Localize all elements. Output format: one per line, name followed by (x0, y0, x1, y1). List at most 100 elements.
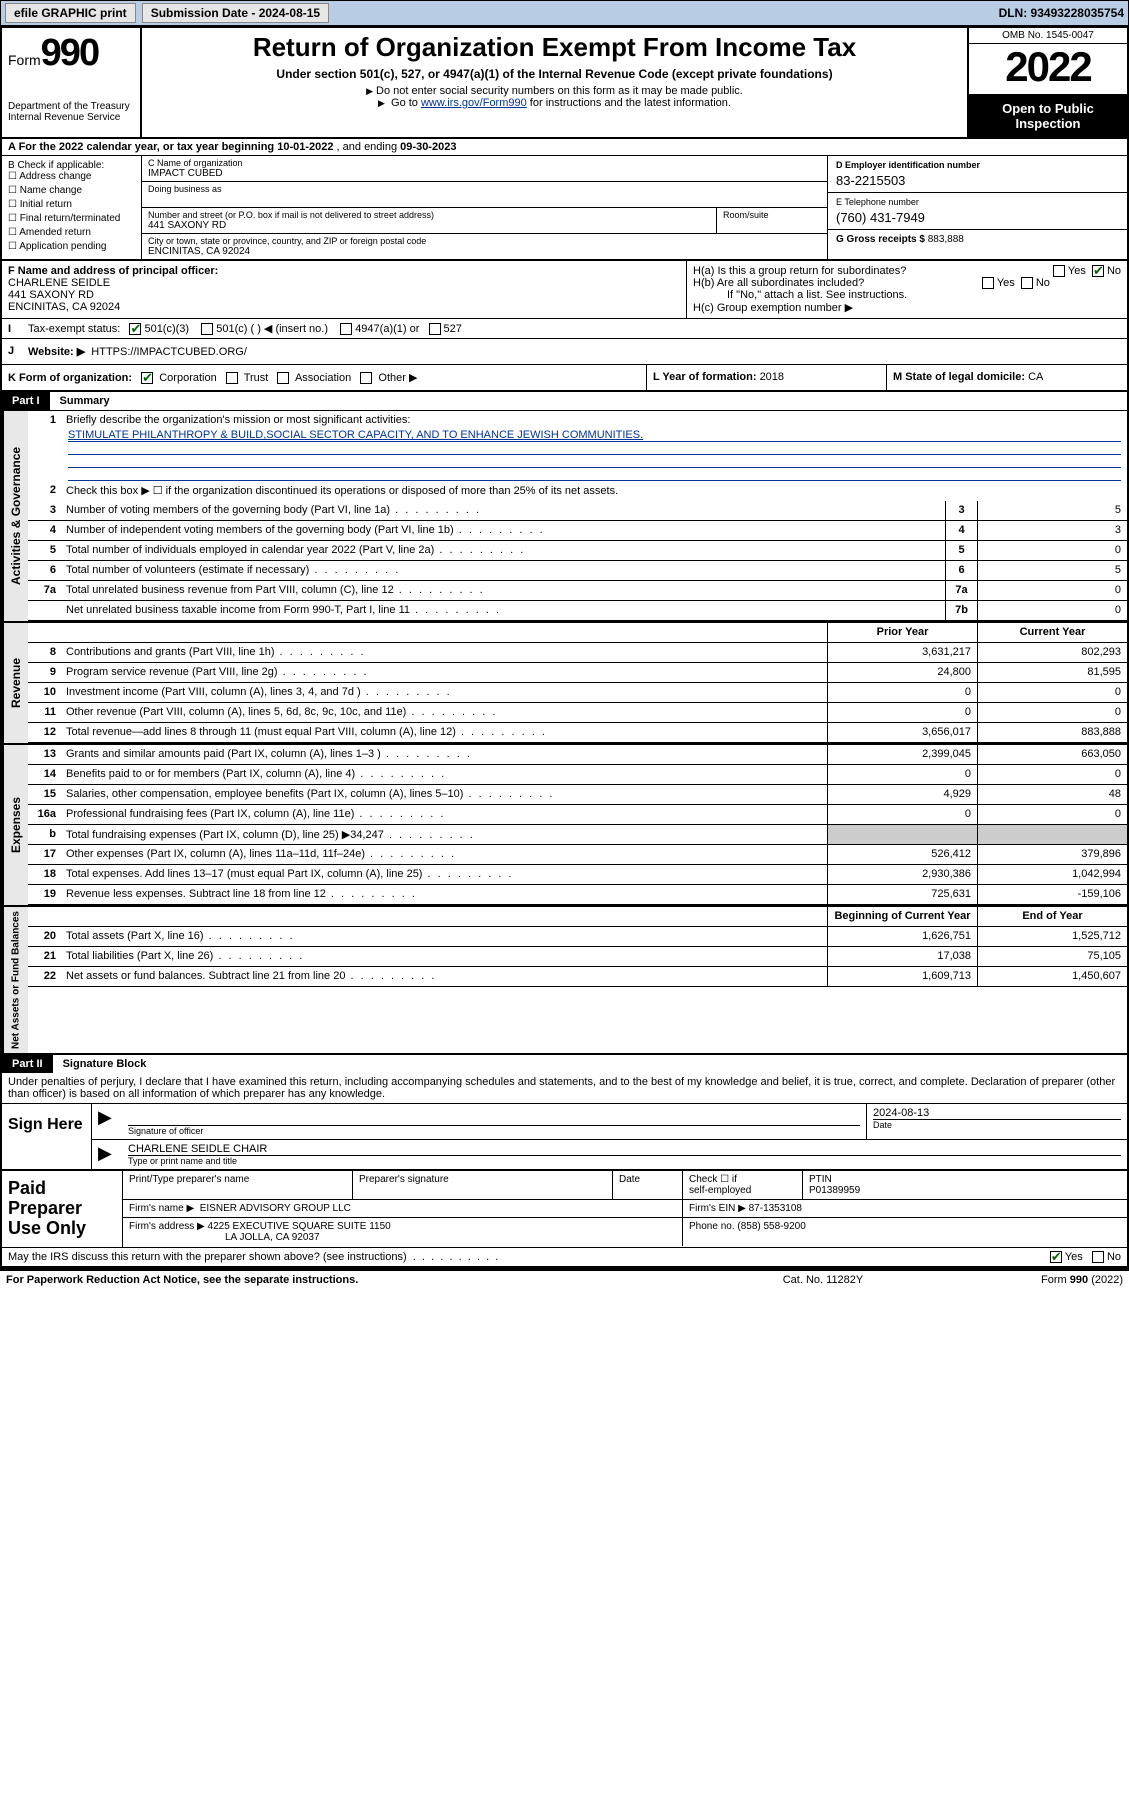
summary-row: 11Other revenue (Part VIII, column (A), … (28, 703, 1127, 723)
cb-address-change[interactable]: ☐ Address change (8, 171, 135, 182)
firm-ein-label: Firm's EIN ▶ (689, 1203, 749, 1214)
firm-name-label: Firm's name ▶ (129, 1203, 194, 1214)
dept-treasury: Department of the Treasury (8, 101, 134, 112)
cb-amended-return[interactable]: ☐ Amended return (8, 227, 135, 238)
section-expenses: Expenses 13Grants and similar amounts pa… (2, 743, 1127, 905)
hdr-end: End of Year (977, 907, 1127, 926)
summary-row: 18Total expenses. Add lines 13–17 (must … (28, 865, 1127, 885)
sig-date: 2024-08-13 (873, 1107, 1121, 1119)
rowa-end: 09-30-2023 (400, 141, 456, 153)
note-goto: Go to www.irs.gov/Form990 for instructio… (148, 97, 961, 109)
addr-label: Number and street (or P.O. box if mail i… (148, 210, 710, 220)
room-label: Room/suite (723, 210, 821, 220)
summary-row: 12Total revenue—add lines 8 through 11 (… (28, 723, 1127, 743)
firm-ein: 87-1353108 (749, 1203, 802, 1214)
ha-label: H(a) Is this a group return for subordin… (693, 265, 906, 277)
header-left: Form990 Department of the Treasury Inter… (2, 28, 142, 137)
form-word: Form (8, 52, 41, 68)
i-527[interactable] (429, 323, 441, 335)
mission-text[interactable]: STIMULATE PHILANTHROPY & BUILD,SOCIAL SE… (68, 429, 643, 441)
ptin-label: PTIN (809, 1174, 832, 1185)
i-4947[interactable] (340, 323, 352, 335)
summary-row: 9Program service revenue (Part VIII, lin… (28, 663, 1127, 683)
section-revenue: Revenue Prior Year Current Year 8Contrib… (2, 621, 1127, 743)
k-other[interactable] (360, 372, 372, 384)
i-501c[interactable] (201, 323, 213, 335)
header-middle: Return of Organization Exempt From Incom… (142, 28, 967, 137)
paid-preparer-label: Paid Preparer Use Only (2, 1171, 122, 1246)
cb-final-return[interactable]: ☐ Final return/terminated (8, 213, 135, 224)
hb-yes[interactable] (982, 277, 994, 289)
i-label: Tax-exempt status: (28, 323, 120, 335)
cb-app-pending[interactable]: ☐ Application pending (8, 241, 135, 252)
irs-link[interactable]: www.irs.gov/Form990 (421, 97, 527, 109)
ha-yes[interactable] (1053, 265, 1065, 277)
summary-row: 8Contributions and grants (Part VIII, li… (28, 643, 1127, 663)
efile-print-button[interactable]: efile GRAPHIC print (5, 3, 136, 23)
paid-preparer-table: Paid Preparer Use Only Print/Type prepar… (2, 1169, 1127, 1247)
col-deg: D Employer identification number 83-2215… (827, 156, 1127, 259)
officer-name-title: CHARLENE SEIDLE CHAIR (128, 1143, 1121, 1155)
rowa-begin: 10-01-2022 (277, 141, 333, 153)
summary-row: 7aTotal unrelated business revenue from … (28, 581, 1127, 601)
row-j: J Website: ▶ HTTPS://IMPACTCUBED.ORG/ (2, 339, 1127, 365)
rowa-label-a: A For the 2022 calendar year, or tax yea… (8, 141, 277, 153)
col-b: B Check if applicable: ☐ Address change … (2, 156, 142, 259)
submission-date-button[interactable]: Submission Date - 2024-08-15 (142, 3, 329, 23)
hdr-beginning: Beginning of Current Year (827, 907, 977, 926)
org-city: ENCINITAS, CA 92024 (148, 246, 821, 257)
footer-left: For Paperwork Reduction Act Notice, see … (6, 1274, 723, 1286)
firm-addr1: 4225 EXECUTIVE SQUARE SUITE 1150 (208, 1221, 391, 1232)
city-label: City or town, state or province, country… (148, 236, 821, 246)
date-label: Date (873, 1119, 1121, 1130)
sig-officer-label: Signature of officer (128, 1125, 860, 1136)
k-trust[interactable] (226, 372, 238, 384)
section-fh: F Name and address of principal officer:… (2, 261, 1127, 319)
ha-no[interactable] (1092, 265, 1104, 277)
efile-topbar: efile GRAPHIC print Submission Date - 20… (0, 0, 1129, 26)
vtab-expenses: Expenses (2, 745, 28, 905)
arrow-icon (98, 1114, 116, 1126)
state-domicile: CA (1028, 371, 1043, 383)
hb-label: H(b) Are all subordinates included? (693, 277, 864, 289)
dln-text: DLN: 93493228035754 (999, 6, 1124, 20)
hb-no[interactable] (1021, 277, 1033, 289)
firm-phone: (858) 558-9200 (737, 1221, 805, 1232)
vtab-governance: Activities & Governance (2, 411, 28, 621)
ein-value: 83-2215503 (836, 173, 1119, 188)
cb-initial-return[interactable]: ☐ Initial return (8, 199, 135, 210)
org-name: IMPACT CUBED (148, 168, 821, 179)
irs-no[interactable] (1092, 1251, 1104, 1263)
open-inspection: Open to Public Inspection (969, 95, 1127, 137)
i-501c3[interactable] (129, 323, 141, 335)
firm-name: EISNER ADVISORY GROUP LLC (200, 1203, 351, 1214)
sign-here-label: Sign Here (2, 1104, 92, 1169)
header-right: OMB No. 1545-0047 2022 Open to Public In… (967, 28, 1127, 137)
irs-yes[interactable] (1050, 1251, 1062, 1263)
summary-row: 14Benefits paid to or for members (Part … (28, 765, 1127, 785)
section-net-assets: Net Assets or Fund Balances Beginning of… (2, 905, 1127, 1053)
officer-city: ENCINITAS, CA 92024 (8, 301, 120, 313)
k-corp[interactable] (141, 372, 153, 384)
part1-title: Summary (50, 392, 120, 410)
signature-block: Under penalties of perjury, I declare th… (2, 1073, 1127, 1266)
part2-header: Part II Signature Block (2, 1053, 1127, 1073)
omb-number: OMB No. 1545-0047 (969, 28, 1127, 44)
section-activities-governance: Activities & Governance 1 Briefly descri… (2, 410, 1127, 621)
org-address: 441 SAXONY RD (148, 220, 710, 231)
website-value: HTTPS://IMPACTCUBED.ORG/ (91, 346, 247, 358)
part2-num: Part II (2, 1055, 53, 1073)
summary-row: 19Revenue less expenses. Subtract line 1… (28, 885, 1127, 905)
note-ssn: Do not enter social security numbers on … (148, 85, 961, 97)
gross-receipts: 883,888 (928, 234, 964, 245)
summary-row: 4Number of independent voting members of… (28, 521, 1127, 541)
cb-name-change[interactable]: ☐ Name change (8, 185, 135, 196)
type-name-label: Type or print name and title (128, 1155, 1121, 1166)
irs-label: Internal Revenue Service (8, 112, 134, 123)
firm-phone-label: Phone no. (689, 1221, 737, 1232)
c-name-label: C Name of organization (148, 158, 821, 168)
form-container: Form990 Department of the Treasury Inter… (0, 26, 1129, 1269)
hc-label: H(c) Group exemption number ▶ (693, 301, 1121, 314)
part1-header: Part I Summary (2, 392, 1127, 410)
k-assoc[interactable] (277, 372, 289, 384)
